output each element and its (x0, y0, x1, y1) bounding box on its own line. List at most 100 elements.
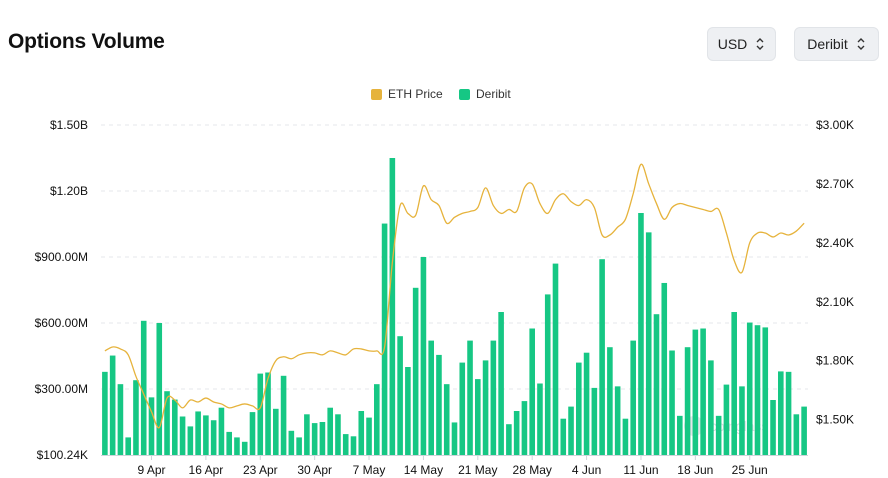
deribit-bar[interactable] (583, 352, 590, 455)
deribit-bar[interactable] (218, 407, 225, 455)
deribit-bar[interactable] (653, 314, 660, 455)
deribit-bar[interactable] (552, 263, 559, 455)
deribit-bar[interactable] (280, 375, 287, 455)
deribit-bar[interactable] (241, 441, 248, 455)
legend-item-eth-price[interactable]: ETH Price (371, 87, 443, 101)
deribit-bar[interactable] (288, 430, 295, 455)
deribit-bar[interactable] (537, 383, 543, 456)
deribit-bar[interactable] (366, 417, 372, 455)
deribit-bar[interactable] (778, 371, 784, 455)
deribit-bar[interactable] (102, 371, 108, 455)
deribit-bar[interactable] (529, 328, 535, 456)
deribit-bar[interactable] (506, 424, 512, 455)
deribit-bar[interactable] (195, 411, 201, 455)
deribit-bar[interactable] (731, 312, 737, 455)
deribit-bar[interactable] (801, 406, 807, 455)
deribit-bar[interactable] (568, 406, 574, 455)
currency-select[interactable]: USD (707, 27, 776, 61)
deribit-bar[interactable] (498, 312, 504, 455)
deribit-bar[interactable] (304, 414, 310, 455)
deribit-bar[interactable] (148, 397, 155, 455)
deribit-bar[interactable] (420, 257, 427, 455)
deribit-bar[interactable] (234, 437, 240, 455)
deribit-bar[interactable] (762, 327, 769, 455)
deribit-bar[interactable] (179, 416, 186, 456)
deribit-bar[interactable] (428, 340, 434, 455)
deribit-bar[interactable] (451, 422, 458, 455)
deribit-bar[interactable] (785, 371, 792, 455)
deribit-bar[interactable] (140, 320, 147, 455)
deribit-bar[interactable] (203, 415, 209, 455)
deribit-bar[interactable] (265, 372, 271, 456)
x-tick-label: 7 May (353, 463, 386, 477)
legend-item-deribit[interactable]: Deribit (459, 87, 511, 101)
deribit-bar[interactable] (684, 347, 691, 455)
deribit-bar[interactable] (257, 373, 264, 455)
deribit-bar[interactable] (677, 415, 683, 455)
deribit-bar[interactable] (164, 391, 170, 455)
deribit-bar[interactable] (210, 420, 217, 455)
deribit-bar[interactable] (560, 418, 567, 455)
deribit-bar[interactable] (544, 294, 551, 455)
deribit-bar[interactable] (467, 340, 473, 455)
deribit-bar[interactable] (490, 340, 497, 455)
deribit-bar[interactable] (327, 407, 333, 455)
deribit-bar[interactable] (669, 350, 675, 456)
deribit-bar[interactable] (630, 340, 636, 455)
deribit-bar[interactable] (226, 431, 232, 455)
deribit-bar[interactable] (607, 347, 613, 455)
deribit-bar[interactable] (475, 379, 481, 455)
deribit-bar[interactable] (296, 437, 302, 455)
deribit-bar[interactable] (358, 411, 365, 455)
deribit-bar[interactable] (335, 414, 341, 455)
deribit-bar[interactable] (591, 387, 598, 455)
deribit-bar[interactable] (273, 408, 279, 455)
y-left-tick-label: $100.24K (37, 448, 88, 462)
deribit-bar[interactable] (443, 384, 450, 455)
deribit-bar[interactable] (459, 362, 466, 455)
deribit-bar[interactable] (645, 232, 652, 455)
deribit-bar[interactable] (692, 329, 699, 455)
exchange-select[interactable]: Deribit (794, 27, 879, 61)
deribit-bar[interactable] (109, 355, 116, 455)
deribit-bar[interactable] (793, 414, 800, 455)
deribit-bar[interactable] (599, 259, 605, 455)
deribit-bar[interactable] (319, 422, 326, 455)
deribit-bar[interactable] (342, 434, 349, 455)
deribit-bar[interactable] (405, 367, 411, 455)
deribit-bar[interactable] (187, 426, 194, 455)
currency-select-value: USD (717, 36, 748, 52)
deribit-bar[interactable] (746, 322, 753, 455)
deribit-bar[interactable] (397, 336, 403, 455)
deribit-bar[interactable] (754, 325, 761, 455)
deribit-bar[interactable] (133, 380, 139, 455)
deribit-bar[interactable] (715, 415, 722, 455)
deribit-bar[interactable] (350, 436, 357, 455)
deribit-bar[interactable] (614, 386, 621, 455)
deribit-bar[interactable] (770, 400, 776, 455)
deribit-bar[interactable] (156, 323, 163, 455)
deribit-bar[interactable] (172, 399, 178, 455)
deribit-bar[interactable] (249, 412, 256, 455)
deribit-bar[interactable] (622, 418, 629, 455)
x-tick-label: 11 Jun (623, 463, 658, 477)
deribit-bar[interactable] (700, 328, 706, 456)
deribit-bar[interactable] (436, 354, 442, 455)
deribit-bar[interactable] (381, 223, 388, 455)
deribit-bar[interactable] (521, 401, 528, 455)
deribit-bar[interactable] (374, 384, 380, 455)
deribit-bar[interactable] (739, 386, 745, 455)
deribit-bar[interactable] (412, 287, 419, 455)
deribit-bar[interactable] (708, 360, 714, 455)
deribit-bar[interactable] (638, 213, 644, 455)
deribit-bar[interactable] (117, 384, 124, 455)
deribit-bar[interactable] (389, 158, 396, 455)
deribit-bar[interactable] (125, 437, 131, 455)
deribit-bar[interactable] (513, 411, 520, 455)
deribit-bar[interactable] (482, 360, 489, 455)
deribit-bar[interactable] (723, 384, 730, 455)
deribit-bar[interactable] (661, 282, 668, 455)
deribit-bar[interactable] (576, 362, 582, 455)
deribit-bars (102, 158, 807, 455)
deribit-bar[interactable] (311, 423, 318, 455)
